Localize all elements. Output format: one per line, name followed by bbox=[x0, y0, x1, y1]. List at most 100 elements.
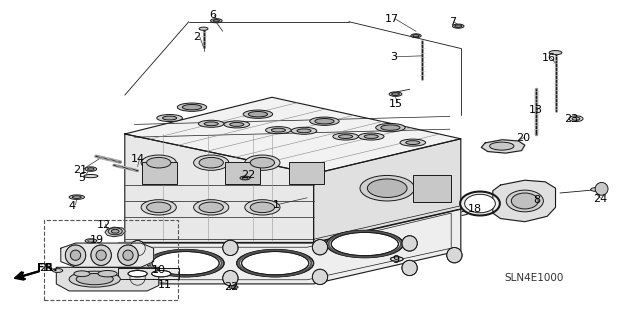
Ellipse shape bbox=[332, 233, 398, 256]
Text: FR.: FR. bbox=[37, 263, 58, 273]
Ellipse shape bbox=[147, 249, 224, 277]
Ellipse shape bbox=[452, 24, 464, 28]
Text: 13: 13 bbox=[529, 105, 543, 115]
Ellipse shape bbox=[400, 139, 426, 146]
Bar bbox=[413, 175, 451, 202]
Ellipse shape bbox=[549, 51, 562, 55]
Text: 10: 10 bbox=[152, 264, 166, 275]
Polygon shape bbox=[56, 267, 159, 291]
Text: 5: 5 bbox=[79, 173, 85, 183]
Text: 1: 1 bbox=[273, 200, 280, 210]
Polygon shape bbox=[125, 97, 461, 174]
Ellipse shape bbox=[163, 116, 177, 120]
Text: 8: 8 bbox=[532, 195, 540, 205]
Ellipse shape bbox=[194, 155, 229, 170]
Ellipse shape bbox=[141, 200, 177, 215]
Ellipse shape bbox=[364, 135, 378, 138]
Text: 3: 3 bbox=[390, 52, 397, 62]
Ellipse shape bbox=[198, 120, 224, 127]
Ellipse shape bbox=[244, 155, 280, 170]
Ellipse shape bbox=[506, 190, 543, 212]
Circle shape bbox=[447, 248, 462, 263]
Ellipse shape bbox=[242, 251, 309, 275]
Circle shape bbox=[223, 271, 238, 286]
Text: 22: 22 bbox=[225, 282, 239, 292]
Text: 18: 18 bbox=[468, 204, 482, 214]
Ellipse shape bbox=[569, 116, 583, 122]
Ellipse shape bbox=[76, 273, 113, 285]
Ellipse shape bbox=[591, 188, 602, 191]
Ellipse shape bbox=[147, 158, 171, 168]
Ellipse shape bbox=[460, 191, 500, 216]
Circle shape bbox=[402, 260, 417, 276]
Ellipse shape bbox=[84, 174, 98, 178]
Ellipse shape bbox=[199, 158, 223, 168]
Bar bbox=[142, 162, 177, 184]
Text: 6: 6 bbox=[209, 10, 216, 20]
Ellipse shape bbox=[108, 228, 122, 235]
Circle shape bbox=[312, 269, 328, 285]
Text: 16: 16 bbox=[542, 53, 556, 63]
Ellipse shape bbox=[248, 112, 268, 117]
Text: 14: 14 bbox=[131, 154, 145, 165]
Ellipse shape bbox=[297, 129, 311, 133]
Bar bbox=[44, 220, 178, 300]
Polygon shape bbox=[118, 211, 467, 280]
Text: 2: 2 bbox=[193, 32, 201, 42]
Ellipse shape bbox=[88, 168, 94, 170]
Circle shape bbox=[123, 250, 133, 260]
Ellipse shape bbox=[204, 122, 218, 126]
Text: 7: 7 bbox=[449, 17, 457, 27]
Text: 21: 21 bbox=[73, 165, 87, 175]
Text: 15: 15 bbox=[388, 99, 403, 109]
Ellipse shape bbox=[339, 135, 353, 138]
Ellipse shape bbox=[381, 125, 400, 130]
Circle shape bbox=[65, 245, 86, 265]
Circle shape bbox=[96, 250, 106, 260]
Ellipse shape bbox=[291, 127, 317, 134]
Ellipse shape bbox=[376, 123, 405, 132]
Ellipse shape bbox=[199, 27, 208, 30]
Ellipse shape bbox=[147, 202, 171, 213]
Circle shape bbox=[70, 250, 81, 260]
Ellipse shape bbox=[250, 202, 275, 213]
Ellipse shape bbox=[392, 93, 399, 96]
Circle shape bbox=[130, 270, 145, 285]
Ellipse shape bbox=[490, 142, 514, 150]
Text: 25: 25 bbox=[39, 263, 53, 273]
Ellipse shape bbox=[213, 19, 220, 22]
Text: 19: 19 bbox=[90, 235, 104, 245]
Circle shape bbox=[118, 245, 138, 265]
Ellipse shape bbox=[111, 229, 119, 233]
Ellipse shape bbox=[244, 200, 280, 215]
Polygon shape bbox=[105, 227, 125, 237]
Text: 20: 20 bbox=[516, 133, 531, 143]
Text: 17: 17 bbox=[385, 14, 399, 24]
Ellipse shape bbox=[455, 25, 462, 27]
Ellipse shape bbox=[85, 167, 97, 171]
Ellipse shape bbox=[240, 176, 250, 180]
Polygon shape bbox=[125, 134, 314, 242]
Circle shape bbox=[312, 240, 328, 255]
Ellipse shape bbox=[152, 271, 171, 277]
Circle shape bbox=[223, 240, 238, 256]
Ellipse shape bbox=[358, 133, 384, 140]
Ellipse shape bbox=[406, 141, 420, 145]
Polygon shape bbox=[125, 209, 461, 284]
Ellipse shape bbox=[194, 200, 229, 215]
Text: 9: 9 bbox=[392, 255, 399, 265]
Circle shape bbox=[595, 182, 608, 195]
Ellipse shape bbox=[199, 202, 223, 213]
Ellipse shape bbox=[266, 127, 291, 134]
Ellipse shape bbox=[315, 119, 334, 124]
Circle shape bbox=[91, 245, 111, 265]
Circle shape bbox=[130, 241, 145, 256]
Ellipse shape bbox=[211, 19, 222, 23]
Ellipse shape bbox=[360, 175, 415, 201]
Ellipse shape bbox=[224, 121, 250, 128]
Text: 22: 22 bbox=[241, 170, 255, 180]
Bar bbox=[289, 162, 324, 184]
Ellipse shape bbox=[74, 271, 90, 277]
Ellipse shape bbox=[98, 271, 117, 277]
Polygon shape bbox=[493, 180, 556, 222]
